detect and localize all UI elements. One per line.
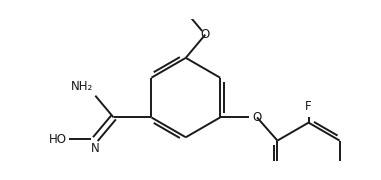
Text: HO: HO	[49, 133, 67, 146]
Text: O: O	[252, 111, 262, 124]
Text: N: N	[91, 142, 100, 155]
Text: NH₂: NH₂	[71, 80, 93, 93]
Text: O: O	[201, 28, 210, 41]
Text: F: F	[305, 100, 312, 113]
